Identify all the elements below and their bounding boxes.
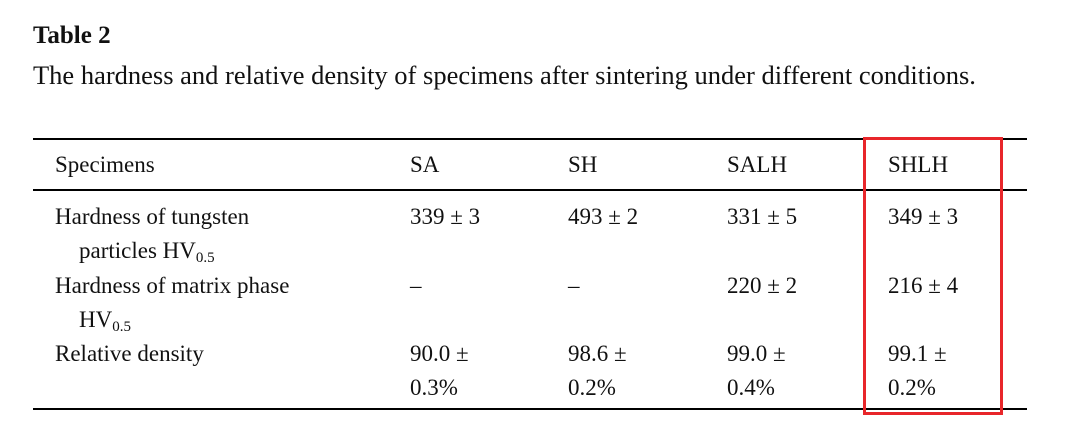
header-rule: [33, 189, 1027, 191]
cell: 493 ± 2: [568, 204, 639, 229]
bottom-rule: [33, 408, 1027, 410]
subscript: 0.5: [112, 319, 131, 335]
cell: 0.3%: [410, 375, 458, 400]
column-header: SHLH: [888, 152, 949, 177]
column-header: Specimens: [55, 152, 155, 177]
cell: 99.0 ±: [727, 341, 786, 366]
subscript: 0.5: [195, 250, 215, 266]
row-label: Hardness of tungsten: [55, 204, 250, 229]
row-label: particles HV0.5: [79, 238, 215, 266]
top-rule: [33, 138, 1027, 140]
table-label: Table 2: [33, 22, 111, 49]
cell: 220 ± 2: [727, 273, 798, 298]
row-label: HV0.5: [79, 307, 131, 335]
cell: –: [410, 273, 422, 298]
cell: 99.1 ±: [888, 341, 947, 366]
column-header: SALH: [727, 152, 788, 177]
highlight-box: [863, 137, 1003, 415]
cell: 331 ± 5: [727, 204, 798, 229]
cell: 0.4%: [727, 375, 775, 400]
cell: 0.2%: [568, 375, 616, 400]
table-caption: The hardness and relative density of spe…: [33, 60, 976, 90]
row-label: Hardness of matrix phase: [55, 273, 290, 298]
cell: 349 ± 3: [888, 204, 959, 229]
cell: 216 ± 4: [888, 273, 959, 298]
cell: –: [568, 273, 580, 298]
cell: 0.2%: [888, 375, 936, 400]
row-label: Relative density: [55, 341, 204, 366]
cell: 90.0 ±: [410, 341, 469, 366]
cell: 98.6 ±: [568, 341, 627, 366]
column-header: SA: [410, 152, 440, 177]
column-header: SH: [568, 152, 598, 177]
cell: 339 ± 3: [410, 204, 481, 229]
